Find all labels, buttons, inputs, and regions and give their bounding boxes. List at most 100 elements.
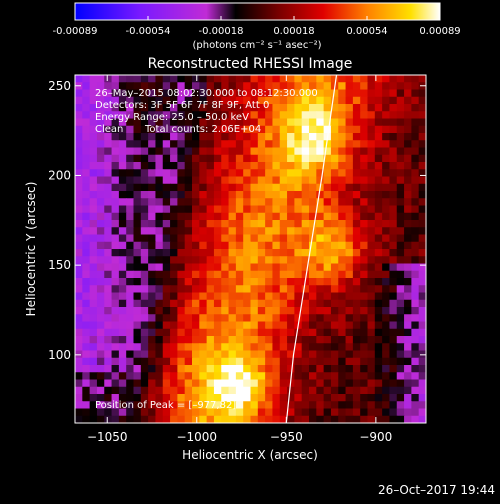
heatmap-cell <box>75 285 83 294</box>
heatmap-cell <box>221 154 230 163</box>
heatmap-cell <box>75 133 83 141</box>
heatmap-cell <box>272 111 281 120</box>
heatmap-cell <box>170 350 178 359</box>
heatmap-cell <box>155 394 164 402</box>
heatmap-cell <box>272 133 281 141</box>
heatmap-cell <box>170 154 178 163</box>
heatmap-cell <box>382 321 391 330</box>
heatmap-cell <box>309 125 317 134</box>
heatmap-cell <box>279 292 288 301</box>
heatmap-cell <box>301 96 310 105</box>
heatmap-cell <box>352 357 361 366</box>
heatmap-cell <box>118 415 127 423</box>
heatmap-cell <box>265 104 274 112</box>
heatmap-cell <box>126 321 135 330</box>
heatmap-cell <box>250 249 259 257</box>
heatmap-cell <box>345 299 354 308</box>
heatmap-cell <box>177 82 186 91</box>
heatmap-cell <box>126 343 135 352</box>
heatmap-cell <box>170 82 178 91</box>
heatmap-cell <box>250 401 259 410</box>
heatmap-cell <box>389 227 398 236</box>
heatmap-cell <box>418 191 426 199</box>
heatmap-cell <box>411 307 420 315</box>
heatmap-cell <box>352 176 361 185</box>
heatmap-cell <box>418 314 426 323</box>
heatmap-cell <box>265 125 274 134</box>
heatmap-cell <box>199 299 208 308</box>
heatmap-cell <box>148 140 157 149</box>
heatmap-cell <box>389 379 398 388</box>
heatmap-cell <box>235 249 244 257</box>
heatmap-cell <box>382 220 391 228</box>
heatmap-cell <box>345 140 354 149</box>
heatmap-cell <box>126 408 135 417</box>
heatmap-cell <box>133 386 142 395</box>
heatmap-cell <box>272 212 281 221</box>
heatmap-cell <box>177 328 186 337</box>
heatmap-cell <box>170 379 178 388</box>
heatmap-cell <box>133 140 142 149</box>
heatmap-cell <box>382 147 391 156</box>
heatmap-cell <box>206 227 215 236</box>
heatmap-cell <box>177 198 186 207</box>
heatmap-cell <box>177 372 186 381</box>
heatmap-cell <box>199 205 208 214</box>
heatmap-cell <box>155 227 164 236</box>
heatmap-cell <box>250 89 259 98</box>
heatmap-cell <box>374 379 383 388</box>
heatmap-cell <box>360 321 369 330</box>
heatmap-cell <box>382 82 391 91</box>
heatmap-cell <box>294 140 303 149</box>
heatmap-cell <box>360 89 369 98</box>
heatmap-cell <box>89 176 98 185</box>
heatmap-cell <box>309 241 317 250</box>
heatmap-cell <box>272 154 281 163</box>
heatmap-cell <box>294 198 303 207</box>
heatmap-cell <box>111 307 120 315</box>
heatmap-cell <box>170 307 178 315</box>
heatmap-cell <box>309 372 317 381</box>
heatmap-cell <box>118 111 127 120</box>
heatmap-cell <box>155 372 164 381</box>
heatmap-cell <box>404 357 412 366</box>
heatmap-cell <box>418 343 426 352</box>
heatmap-cell <box>411 314 420 323</box>
heatmap-cell <box>404 133 412 141</box>
heatmap-cell <box>301 205 310 214</box>
heatmap-cell <box>345 256 354 265</box>
heatmap-cell <box>89 133 98 141</box>
heatmap-cell <box>104 249 113 257</box>
heatmap-cell <box>170 321 178 330</box>
heatmap-cell <box>360 314 369 323</box>
heatmap-cell <box>316 133 325 141</box>
heatmap-cell <box>89 75 98 83</box>
heatmap-cell <box>162 328 171 337</box>
heatmap-cell <box>279 220 288 228</box>
heatmap-cell <box>206 299 215 308</box>
heatmap-cell <box>170 147 178 156</box>
heatmap-cell <box>243 111 252 120</box>
heatmap-cell <box>235 379 244 388</box>
heatmap-cell <box>177 118 186 127</box>
heatmap-cell <box>352 212 361 221</box>
heatmap-cell <box>316 154 325 163</box>
heatmap-cell <box>104 162 113 170</box>
heatmap-cell <box>309 205 317 214</box>
heatmap-cell <box>111 343 120 352</box>
heatmap-cell <box>279 401 288 410</box>
heatmap-cell <box>257 140 266 149</box>
heatmap-cell <box>199 278 208 286</box>
heatmap-cell <box>140 111 149 120</box>
heatmap-cell <box>338 365 347 373</box>
heatmap-cell <box>126 234 135 243</box>
y-tick-label: 150 <box>48 258 71 272</box>
heatmap-cell <box>221 285 230 294</box>
heatmap-cell <box>330 285 339 294</box>
heatmap-cell <box>316 386 325 395</box>
heatmap-cell <box>213 183 222 192</box>
heatmap-cell <box>184 220 193 228</box>
heatmap-cell <box>228 278 237 286</box>
heatmap-cell <box>126 256 135 265</box>
